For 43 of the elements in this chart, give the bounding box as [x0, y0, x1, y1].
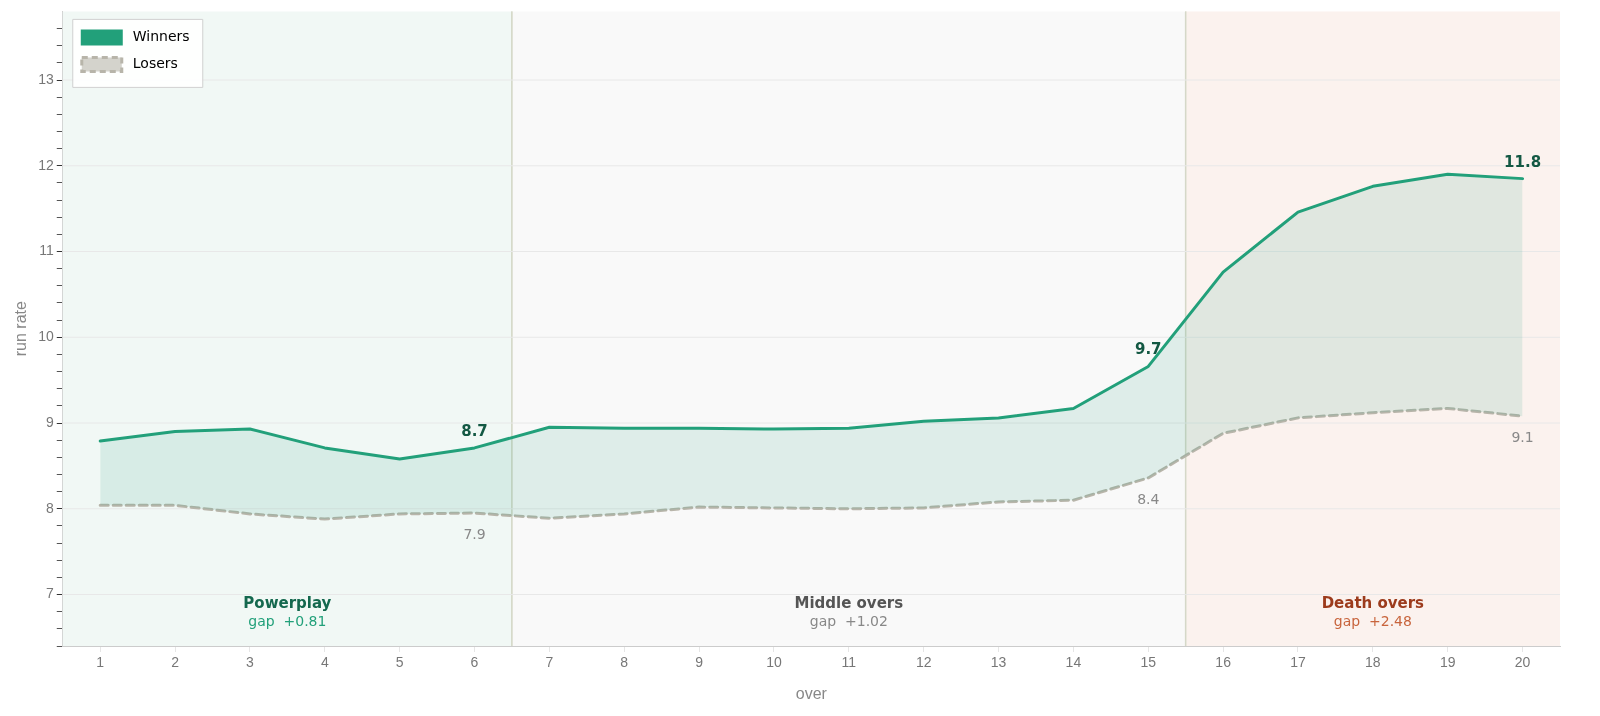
y-tick-label: 7 [45, 585, 54, 602]
x-tick-label: 14 [1065, 654, 1082, 671]
annotation: gap +2.48 [1333, 613, 1412, 629]
band-label: Death overs [1321, 594, 1425, 612]
x-tick-label: 18 [1365, 654, 1381, 671]
x-tick-label: 13 [990, 654, 1007, 671]
y-tick-label: 9 [45, 413, 54, 430]
data-label: 8.7 [461, 421, 488, 440]
x-tick-label: 9 [695, 654, 704, 671]
y-tick-label: 13 [38, 70, 54, 87]
x-tick-label: 16 [1215, 654, 1232, 671]
band-label: Middle overs [794, 594, 904, 612]
annotation: gap +0.81 [248, 613, 327, 629]
x-tick-label: 17 [1290, 654, 1306, 671]
x-axis-title: over [795, 684, 828, 702]
data-label: 11.8 [1504, 152, 1542, 171]
data-label: 9.7 [1134, 340, 1162, 359]
legend-label: Losers [132, 55, 178, 72]
y-axis-title: run rate [12, 301, 30, 357]
y-tick-label: 8 [45, 499, 54, 516]
x-tick-label: 11 [841, 654, 857, 671]
data-label: 7.9 [463, 526, 486, 543]
x-tick-label: 2 [171, 654, 180, 671]
x-tick-label: 5 [395, 654, 404, 671]
legend-label: Winners [132, 28, 190, 45]
data-label: 8.4 [1137, 490, 1160, 507]
data-label: 9.1 [1511, 429, 1534, 446]
annotation: gap +1.02 [809, 613, 888, 629]
x-tick-label: 7 [545, 654, 554, 671]
x-tick-label: 3 [246, 654, 255, 671]
x-tick-label: 20 [1514, 654, 1531, 671]
x-tick-label: 15 [1140, 654, 1157, 671]
y-tick-label: 10 [38, 328, 54, 345]
x-tick-label: 10 [766, 654, 782, 671]
band-label: Powerplay [243, 594, 332, 612]
x-tick-label: 8 [620, 654, 629, 671]
y-tick-label: 11 [39, 242, 54, 259]
y-tick-label: 12 [38, 156, 54, 173]
x-tick-label: 12 [915, 654, 932, 671]
x-tick-label: 6 [470, 654, 479, 671]
x-tick-label: 19 [1439, 654, 1456, 671]
x-tick-label: 1 [96, 654, 105, 671]
x-tick-label: 4 [320, 654, 329, 671]
